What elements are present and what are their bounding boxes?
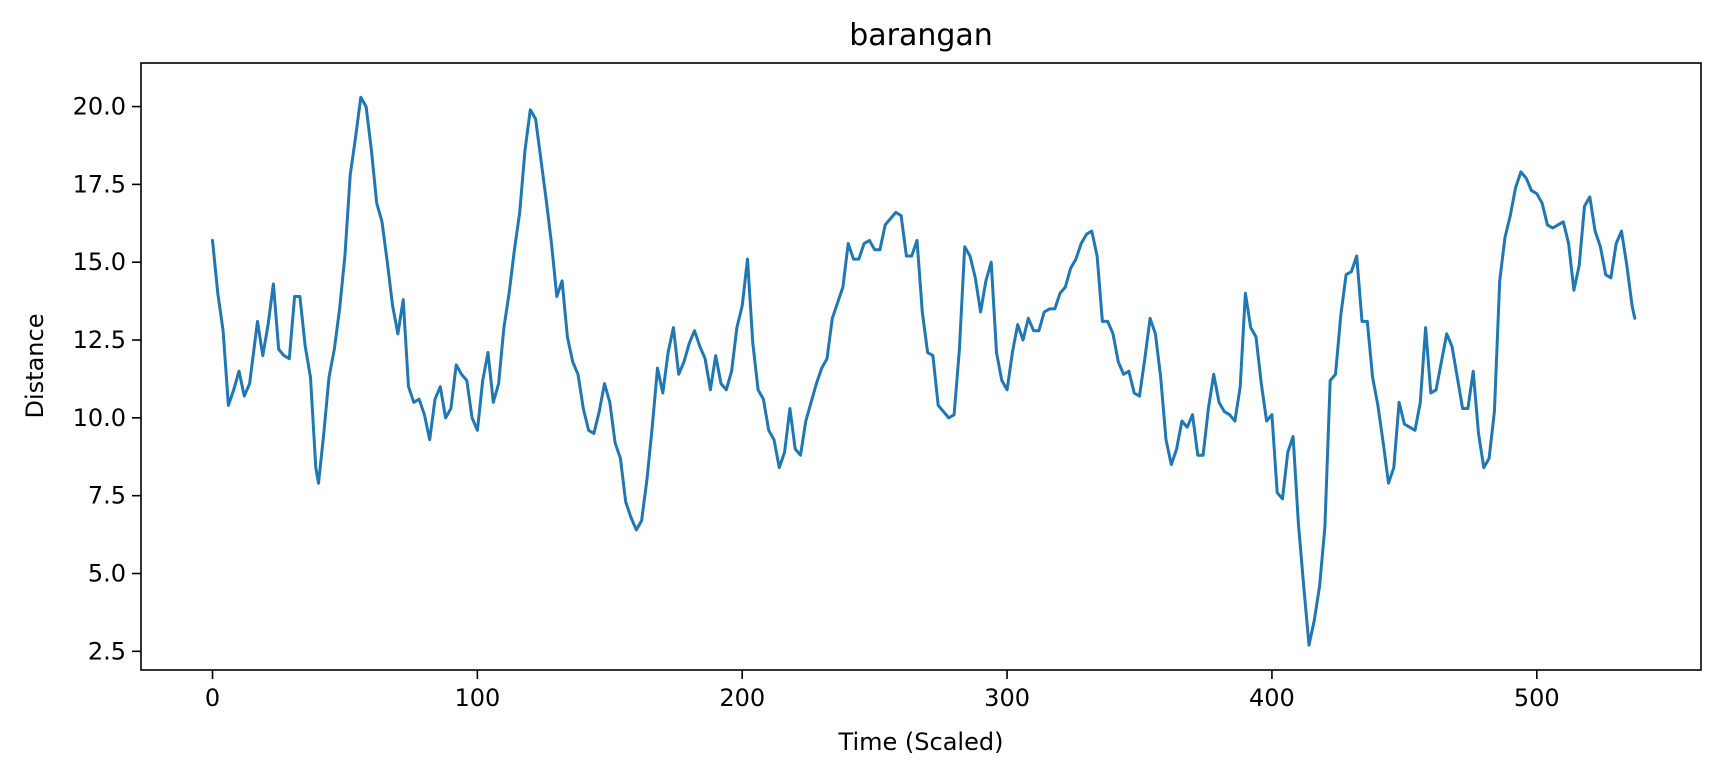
y-tick-label: 5.0	[88, 560, 126, 588]
x-axis-label: Time (Scaled)	[838, 728, 1004, 756]
x-tick-label: 100	[454, 684, 500, 712]
plot-frame	[140, 62, 1702, 671]
series-line	[211, 95, 1637, 647]
x-tick-label: 0	[205, 684, 220, 712]
x-tick-label: 300	[984, 684, 1030, 712]
chart-title: barangan	[849, 18, 993, 53]
axis-ticks: 0 100 200 300 400 500 2.5 5.0 7.5 10.0 12.5 15.0 17.…	[73, 93, 1560, 712]
y-tick-label: 12.5	[73, 326, 126, 354]
x-tick-label: 400	[1249, 684, 1295, 712]
x-tick-label: 200	[719, 684, 765, 712]
y-tick-label: 2.5	[88, 637, 126, 665]
plot-area	[211, 95, 1637, 647]
y-tick-label: 7.5	[88, 482, 126, 510]
x-tick-label: 500	[1514, 684, 1560, 712]
y-tick-label: 10.0	[73, 404, 126, 432]
y-axis-label: Distance	[21, 314, 49, 419]
y-tick-label: 20.0	[73, 93, 126, 121]
y-tick-label: 15.0	[73, 248, 126, 276]
y-tick-label: 17.5	[73, 170, 126, 198]
